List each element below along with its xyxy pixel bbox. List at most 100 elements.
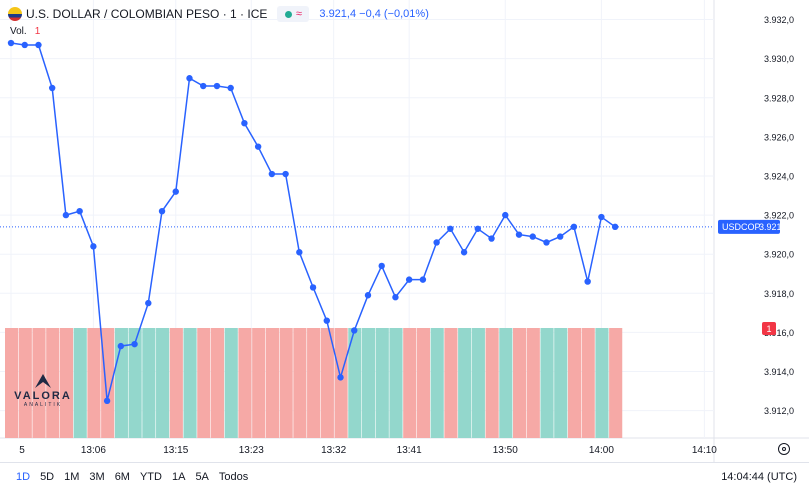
price-point [337,374,344,381]
price-point [515,231,523,238]
volume-bar [279,328,293,438]
date-range-selector: 1D 5D 1M 3M 6M YTD 1A 5A Todos [16,471,258,483]
volume-bar [238,328,252,438]
price-point [392,294,399,301]
x-tick-label: 13:41 [397,445,422,456]
volume-badge: 1 [762,322,776,335]
x-tick-label: 5 [19,445,25,456]
volume-bar [403,328,417,438]
volume-bar [416,328,431,438]
price-axis: 3.932,0 3.930,0 3.928,0 3.926,0 3.924,0 3.922… [764,15,794,416]
range-1a[interactable]: 1A [171,471,186,483]
volume-bar [183,328,197,438]
price-point [158,207,166,215]
price-point [76,207,83,215]
svg-text:3.921,4: 3.921,4 [759,222,789,232]
price-point [254,143,262,150]
market-status-button[interactable]: ≈ [277,6,310,22]
volume-bar [307,328,321,438]
price-point [364,292,372,299]
volume-bar [567,328,582,438]
price-point [7,39,15,47]
volume-bar [156,328,170,438]
volume-bar [375,328,389,438]
price-point [213,82,221,90]
last-price-label: USDCOP 3.921,4 [718,219,789,234]
range-1d[interactable]: 1D [16,471,31,483]
price-point [351,327,358,334]
volume-bar [348,328,362,438]
range-6m[interactable]: 6M [114,471,130,483]
volume-bar [430,328,444,438]
range-ytd[interactable]: YTD [139,471,162,483]
price-points [7,39,619,405]
price-point [584,278,591,285]
price-point [268,170,276,178]
x-tick-label: 14:10 [692,445,717,456]
price-chart[interactable]: 3.932,0 3.930,0 3.928,0 3.926,0 3.924,0 3.922… [0,0,809,462]
x-tick-label: 13:15 [163,445,188,456]
volume-legend[interactable]: Vol. 1 [10,26,40,37]
volume-bars [5,328,623,438]
volume-bar [471,328,485,438]
x-tick-label: 14:00 [589,445,614,456]
volume-bar [458,328,472,438]
y-tick-label: 3.916,0 [764,328,794,338]
volume-value: 1 [34,26,41,37]
x-tick-label: 13:06 [81,445,106,456]
volume-bar [265,328,279,438]
price-point [172,188,179,195]
volume-bar [526,328,540,438]
volume-bar [197,328,211,438]
y-tick-label: 3.932,0 [764,15,794,25]
price-point [543,239,550,246]
price-point [460,249,468,256]
range-5a[interactable]: 5A [195,471,209,483]
flag-icon [8,7,22,21]
bottom-toolbar: 1D 5D 1M 3M 6M YTD 1A 5A Todos 14:04:44 (UTC) [0,462,809,492]
volume-bar [252,328,266,438]
price-point [103,397,111,405]
y-tick-label: 3.926,0 [764,132,794,142]
price-point [48,84,56,92]
range-3m[interactable]: 3M [89,471,105,483]
symbol-header[interactable]: U.S. DOLLAR / COLOMBIAN PESO · 1 · ICE ≈… [8,6,429,22]
volume-bar [595,328,609,438]
settings-gear-icon[interactable] [778,443,790,455]
y-tick-label: 3.912,0 [764,406,794,416]
range-1m[interactable]: 1M [64,471,80,483]
volume-label: Vol. [10,26,27,37]
volume-bar [513,328,527,438]
volume-bar [59,328,74,438]
x-tick-label: 13:50 [493,445,518,456]
svg-text:1: 1 [767,324,772,334]
volume-bar [101,328,115,438]
volume-bar [293,328,307,438]
range-todos[interactable]: Todos [218,471,249,483]
y-tick-label: 3.928,0 [764,93,794,103]
volume-bar [46,328,60,438]
price-point [296,249,303,256]
last-price-change: 3.921,4 −0,4 (−0,01%) [319,8,429,20]
price-point [570,223,578,231]
price-point [598,213,605,221]
price-point [145,299,152,307]
price-point [447,225,454,232]
y-tick-label: 3.924,0 [764,171,794,181]
volume-bar [224,328,238,438]
volume-bar [5,328,19,438]
wave-icon: ≈ [295,8,302,20]
price-point [557,233,564,240]
price-point [131,340,138,348]
market-open-icon [284,10,292,18]
valora-logo: VALORA ANALITIK [12,372,74,414]
logo-sub: ANALITIK [23,402,63,408]
x-tick-label: 13:23 [239,445,264,456]
range-5d[interactable]: 5D [40,471,55,483]
volume-bar [142,328,156,438]
volume-bar [210,328,225,438]
price-point [62,211,70,219]
price-point [419,276,427,283]
volume-bar [18,328,32,438]
price-point [21,41,28,49]
